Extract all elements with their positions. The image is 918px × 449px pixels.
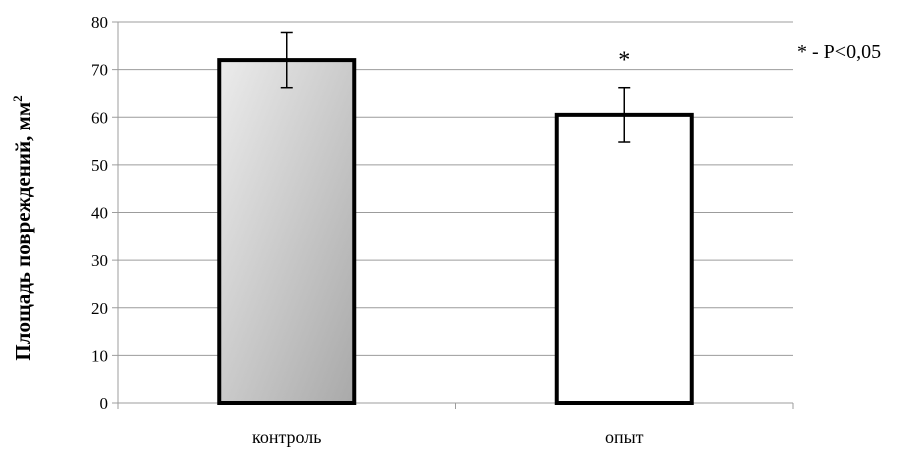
bar-control [217,58,357,405]
error-bars [280,31,631,143]
significance-note: * - P<0,05 [797,41,881,63]
y-tick-label: 0 [100,394,109,413]
y-tick-label: 80 [91,13,108,32]
significance-star: * [618,48,630,74]
y-tick-label: 70 [91,61,108,80]
y-tick-label: 20 [91,299,108,318]
y-tick-label: 10 [91,346,108,365]
y-axis-label-superscript: 2 [10,95,25,102]
y-axis-label: Площадь повреждений, мм2 [10,95,35,360]
y-tick-label: 40 [91,204,108,223]
y-tick-label: 60 [91,108,108,127]
bar-experiment [554,112,694,406]
y-axis-label-text: Площадь повреждений, мм [11,102,35,361]
labels: 0 10 20 30 40 50 60 70 80 контроль * опыт [91,13,644,447]
x-category-label: контроль [252,427,322,447]
x-category-label: опыт [605,427,644,447]
y-tick-label: 50 [91,156,108,175]
y-tick-label: 30 [91,251,108,270]
bars [217,58,694,406]
